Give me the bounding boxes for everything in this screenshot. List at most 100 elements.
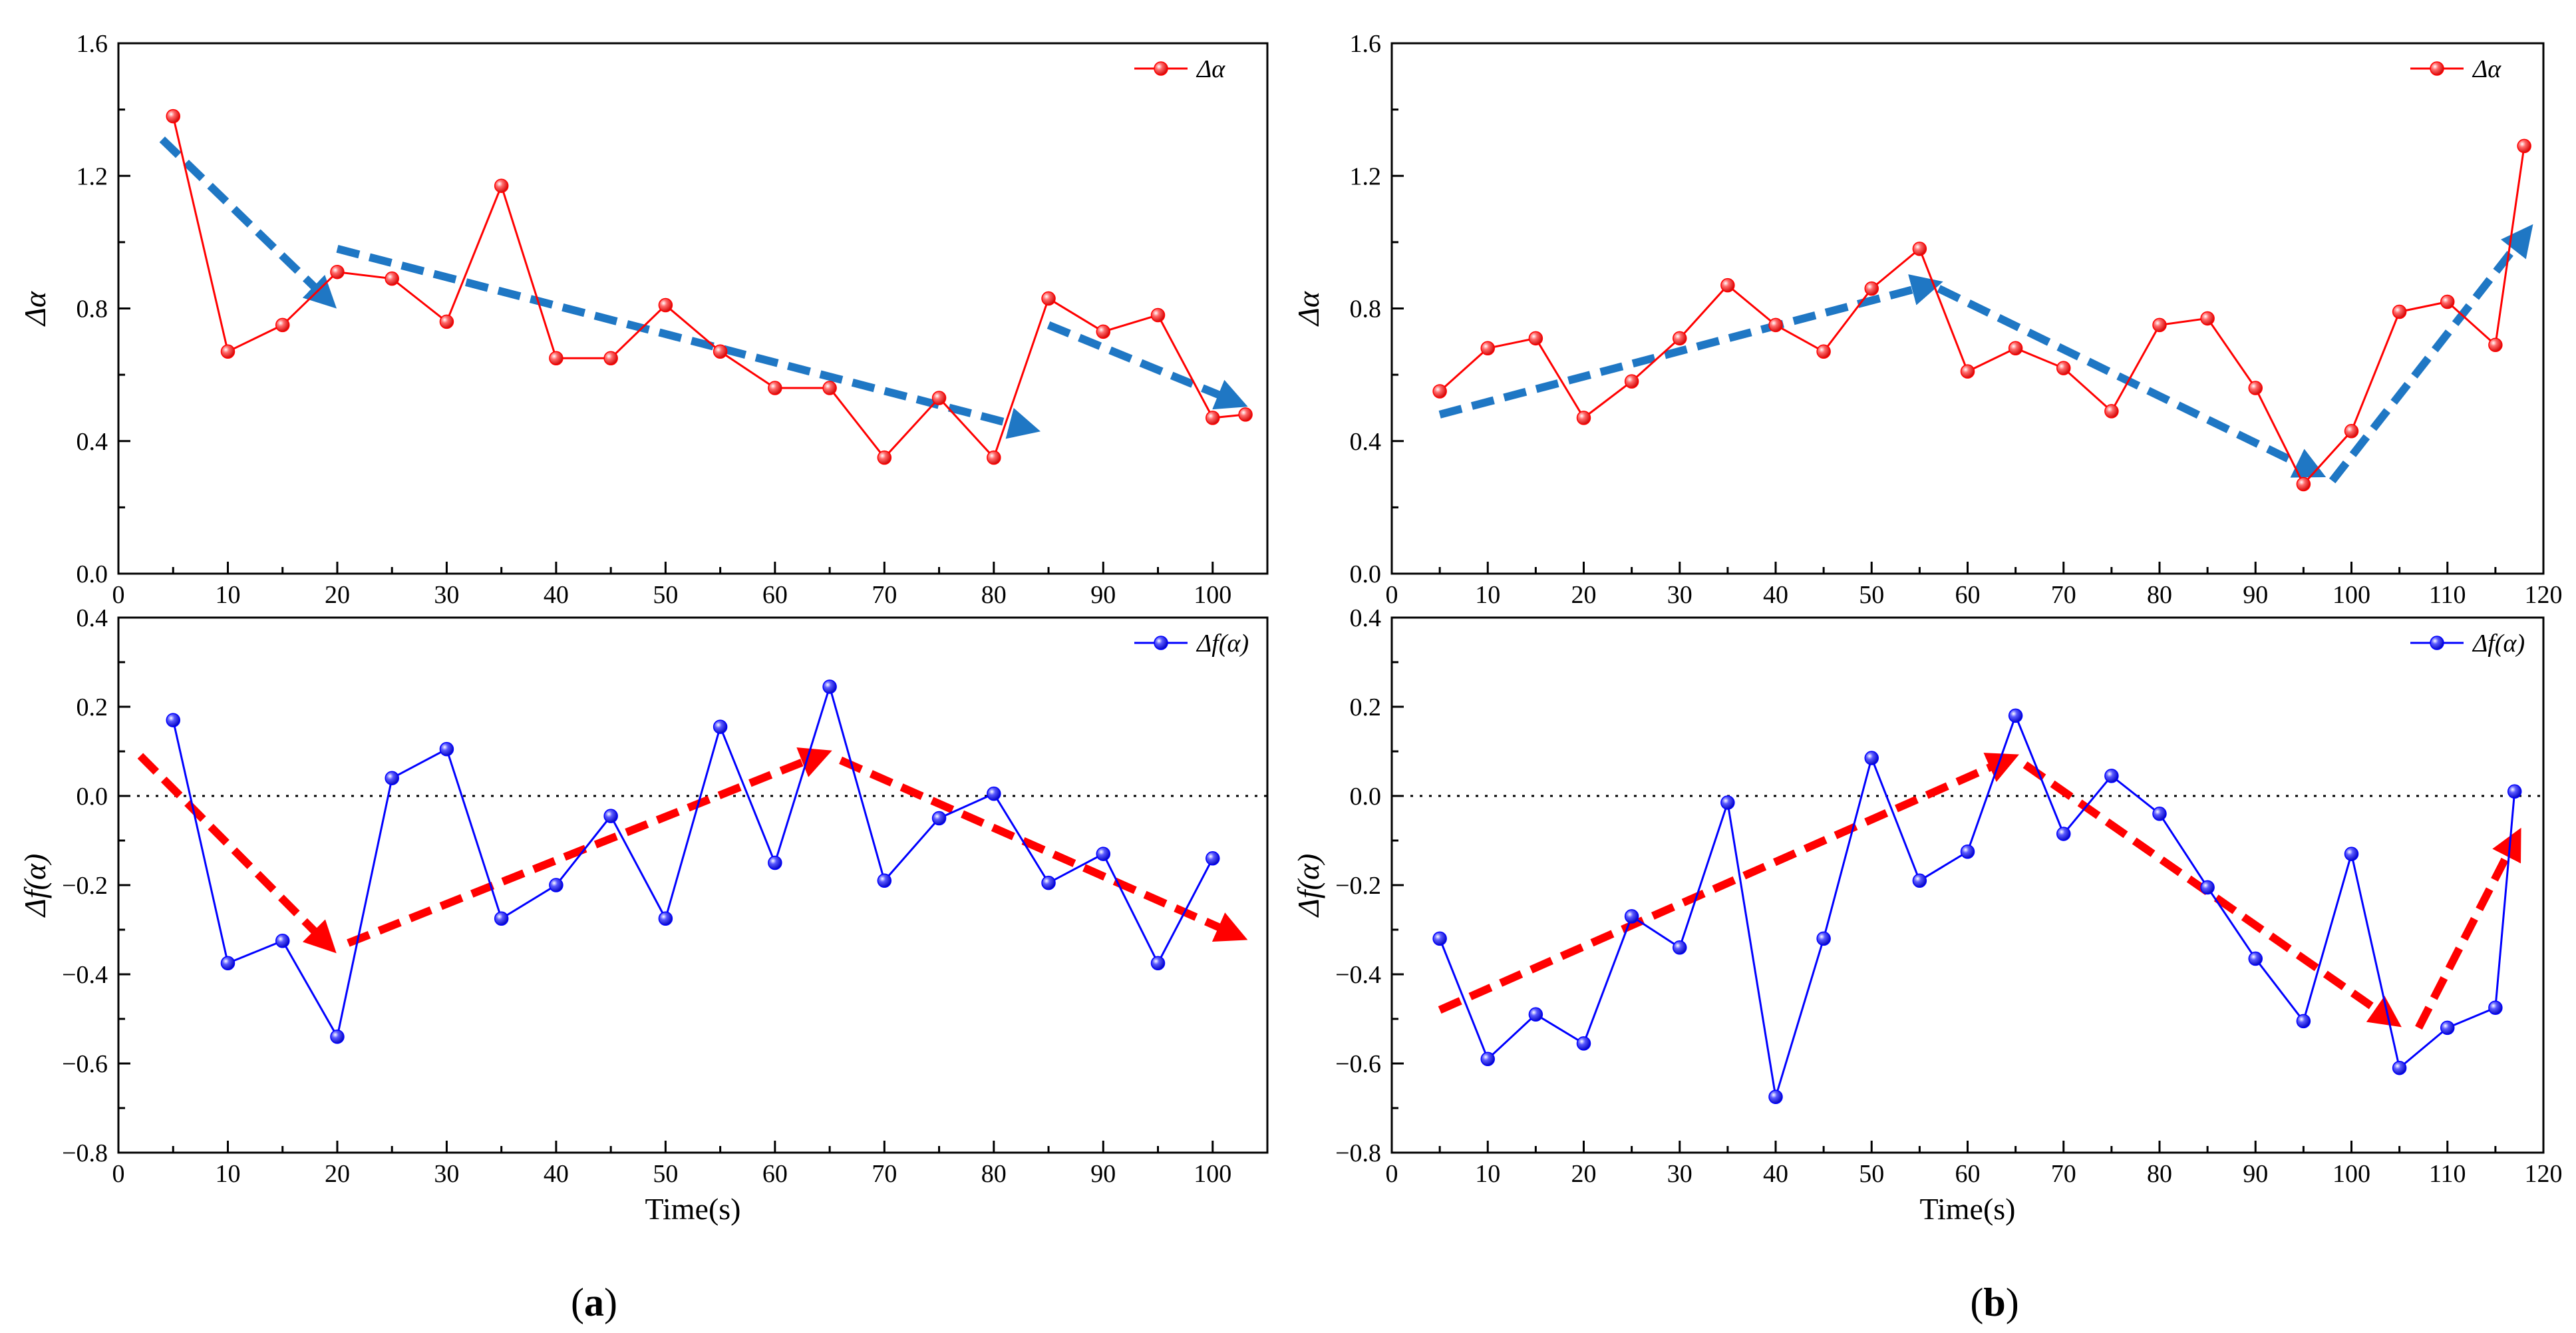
chart-b-bottom-data-point — [1624, 909, 1639, 924]
chart-a-top-ytick-label: 0.4 — [77, 428, 108, 456]
chart-b-bottom-data-point — [1864, 751, 1879, 765]
chart-b-bottom-xtick-label: 10 — [1475, 1160, 1500, 1188]
chart-b-bottom-data-point — [1528, 1007, 1543, 1022]
chart-b-top-xtick-label: 20 — [1571, 581, 1597, 609]
chart-a-bottom-data-point — [603, 809, 618, 823]
chart-b-top-data-point — [2248, 381, 2263, 395]
chart-b-top-xtick-label: 80 — [2147, 581, 2172, 609]
chart-b-bottom-xtick-label: 60 — [1955, 1160, 1981, 1188]
chart-a-bottom-data-point — [658, 911, 673, 926]
chart-b-top-legend-label: Δα — [2472, 55, 2501, 83]
chart-a-bottom-ytick-label: 0.0 — [77, 783, 108, 811]
chart-a-top-data-point — [822, 381, 837, 395]
chart-a-top-xtick-label: 60 — [762, 581, 788, 609]
chart-a-top-data-point — [877, 450, 892, 465]
chart-a-bottom-data-point — [494, 911, 509, 926]
chart-a-bottom-data-point — [439, 741, 454, 757]
chart-b-bottom-data-point — [1576, 1036, 1591, 1051]
chart-b-bottom-ytick-label: 0.2 — [1350, 693, 1382, 721]
chart-b-top-data-point — [1432, 384, 1447, 399]
chart-b-top-data-point — [1768, 317, 1783, 333]
chart-a-top-ylabel: Δα — [18, 291, 52, 327]
chart-a-top-trend-arrow-2 — [336, 245, 1041, 439]
chart-a-bottom-data-point — [987, 786, 1001, 801]
chart-b-bottom-data-point — [1816, 931, 1831, 946]
chart-a-bottom-trend-arrow-3 — [839, 756, 1248, 942]
chart-b-top-xtick-label: 50 — [1859, 581, 1884, 609]
chart-b-bottom-data-point — [2200, 880, 2215, 895]
chart-a-top-data-point — [1096, 324, 1111, 339]
chart-b-top-ytick-label: 1.2 — [1350, 162, 1382, 190]
chart-a-top-xtick-label: 80 — [981, 581, 1007, 609]
chart-b-bottom-data-point — [1768, 1089, 1783, 1104]
chart-a-top-ytick-label: 0.0 — [77, 560, 108, 588]
chart-a-top-xtick-label: 40 — [544, 581, 569, 609]
chart-b-top-data-point — [2056, 361, 2071, 375]
chart-b-bottom-data-point — [2296, 1014, 2311, 1029]
chart-a-bottom-data-point — [1150, 956, 1166, 970]
chart-b-top-data-point — [2008, 341, 2023, 356]
chart-b-top-xtick-label: 90 — [2243, 581, 2268, 609]
chart-b-top-xtick-label: 110 — [2429, 581, 2466, 609]
chart-a-bottom-xtick-label: 30 — [434, 1160, 459, 1188]
chart-b-top-ytick-label: 1.6 — [1350, 30, 1382, 58]
chart-a-bottom-xtick-label: 60 — [762, 1160, 788, 1188]
chart-b-top-series-line — [1439, 146, 2525, 486]
chart-b-top-xtick-label: 100 — [2333, 581, 2370, 609]
chart-a-top-xtick-label: 0 — [112, 581, 125, 609]
chart-b-bottom-xtick-label: 0 — [1386, 1160, 1398, 1188]
chart-a-top-data-point — [275, 317, 290, 333]
chart-a-top-trend-arrow-1 — [159, 136, 337, 309]
chart-a-bottom-data-point — [330, 1030, 345, 1044]
panel-a-bottom-chart: 0 10 20 30 40 50 60 70 80 90 100 −0.8 −0.6 −0.4 −0.2 0.… — [18, 604, 1269, 1226]
chart-a-top-data-point — [987, 450, 1001, 465]
chart-a-bottom-ytick-label: −0.2 — [62, 872, 108, 900]
chart-b-top-xtick-label: 40 — [1763, 581, 1788, 609]
chart-a-top-data-point — [1206, 411, 1220, 425]
chart-a-bottom-data-point — [931, 811, 947, 826]
panel-b-bottom-chart: 0 10 20 30 40 50 60 70 80 90 100 110 120 −0.8 −0.6 −0.4… — [1291, 604, 2563, 1226]
chart-a-bottom-data-point — [822, 679, 837, 694]
chart-b-top-data-point — [2200, 311, 2215, 326]
chart-a-top-data-point — [166, 108, 180, 124]
chart-b-bottom-data-point — [2008, 708, 2023, 723]
chart-a-bottom-xtick-label: 100 — [1194, 1160, 1231, 1188]
chart-a-top-data-point — [658, 297, 673, 313]
chart-b-bottom-ytick-label: −0.4 — [1335, 961, 1381, 989]
chart-a-bottom-trend-arrow-1 — [137, 753, 337, 954]
chart-a-top-frame — [117, 42, 1269, 575]
chart-a-top-ytick-label: 1.6 — [77, 30, 108, 58]
chart-b-bottom-legend-label: Δf(α) — [2472, 630, 2525, 658]
chart-a-top-data-point — [549, 351, 564, 365]
chart-a-bottom-legend-label: Δf(α) — [1196, 630, 1249, 658]
chart-a-top-ytick-label: 1.2 — [77, 162, 108, 190]
chart-a-bottom-xtick-label: 10 — [215, 1160, 240, 1188]
chart-a-top-xtick-label: 90 — [1090, 581, 1116, 609]
chart-a-top-ytick-label: 0.8 — [77, 295, 108, 323]
chart-b-top-data-point — [1480, 341, 1495, 356]
chart-a-top-legend-marker — [1154, 61, 1168, 76]
chart-b-bottom-xtick-label: 30 — [1667, 1160, 1692, 1188]
chart-b-top-xtick-label: 10 — [1475, 581, 1500, 609]
chart-b-bottom-data-point — [2344, 847, 2359, 861]
chart-b-top-data-point — [2152, 317, 2167, 333]
chart-b-top-data-point — [2296, 476, 2311, 492]
chart-a-bottom-data-point — [713, 719, 728, 734]
chart-a-top-data-point — [494, 178, 509, 193]
chart-b-bottom-data-point — [1720, 795, 1735, 810]
chart-b-bottom-data-point — [2056, 827, 2071, 841]
chart-b-bottom-data-point — [2152, 807, 2167, 821]
chart-b-bottom-xtick-label: 70 — [2051, 1160, 2076, 1188]
chart-a-top-data-point — [603, 351, 618, 365]
chart-a-top-data-point — [1041, 291, 1056, 306]
panel-label-a-letter: a — [584, 1280, 604, 1324]
chart-b-top-data-point — [1816, 344, 1831, 359]
chart-a-top-data-point — [768, 381, 782, 395]
chart-a-bottom-xtick-label: 70 — [872, 1160, 897, 1188]
chart-b-bottom-ytick-label: −0.8 — [1335, 1139, 1381, 1167]
chart-a-bottom-ytick-label: 0.2 — [77, 693, 108, 721]
chart-b-top-data-point — [1720, 278, 1735, 293]
chart-a-top-series-line — [172, 116, 1246, 460]
chart-b-top-data-point — [2344, 424, 2359, 439]
